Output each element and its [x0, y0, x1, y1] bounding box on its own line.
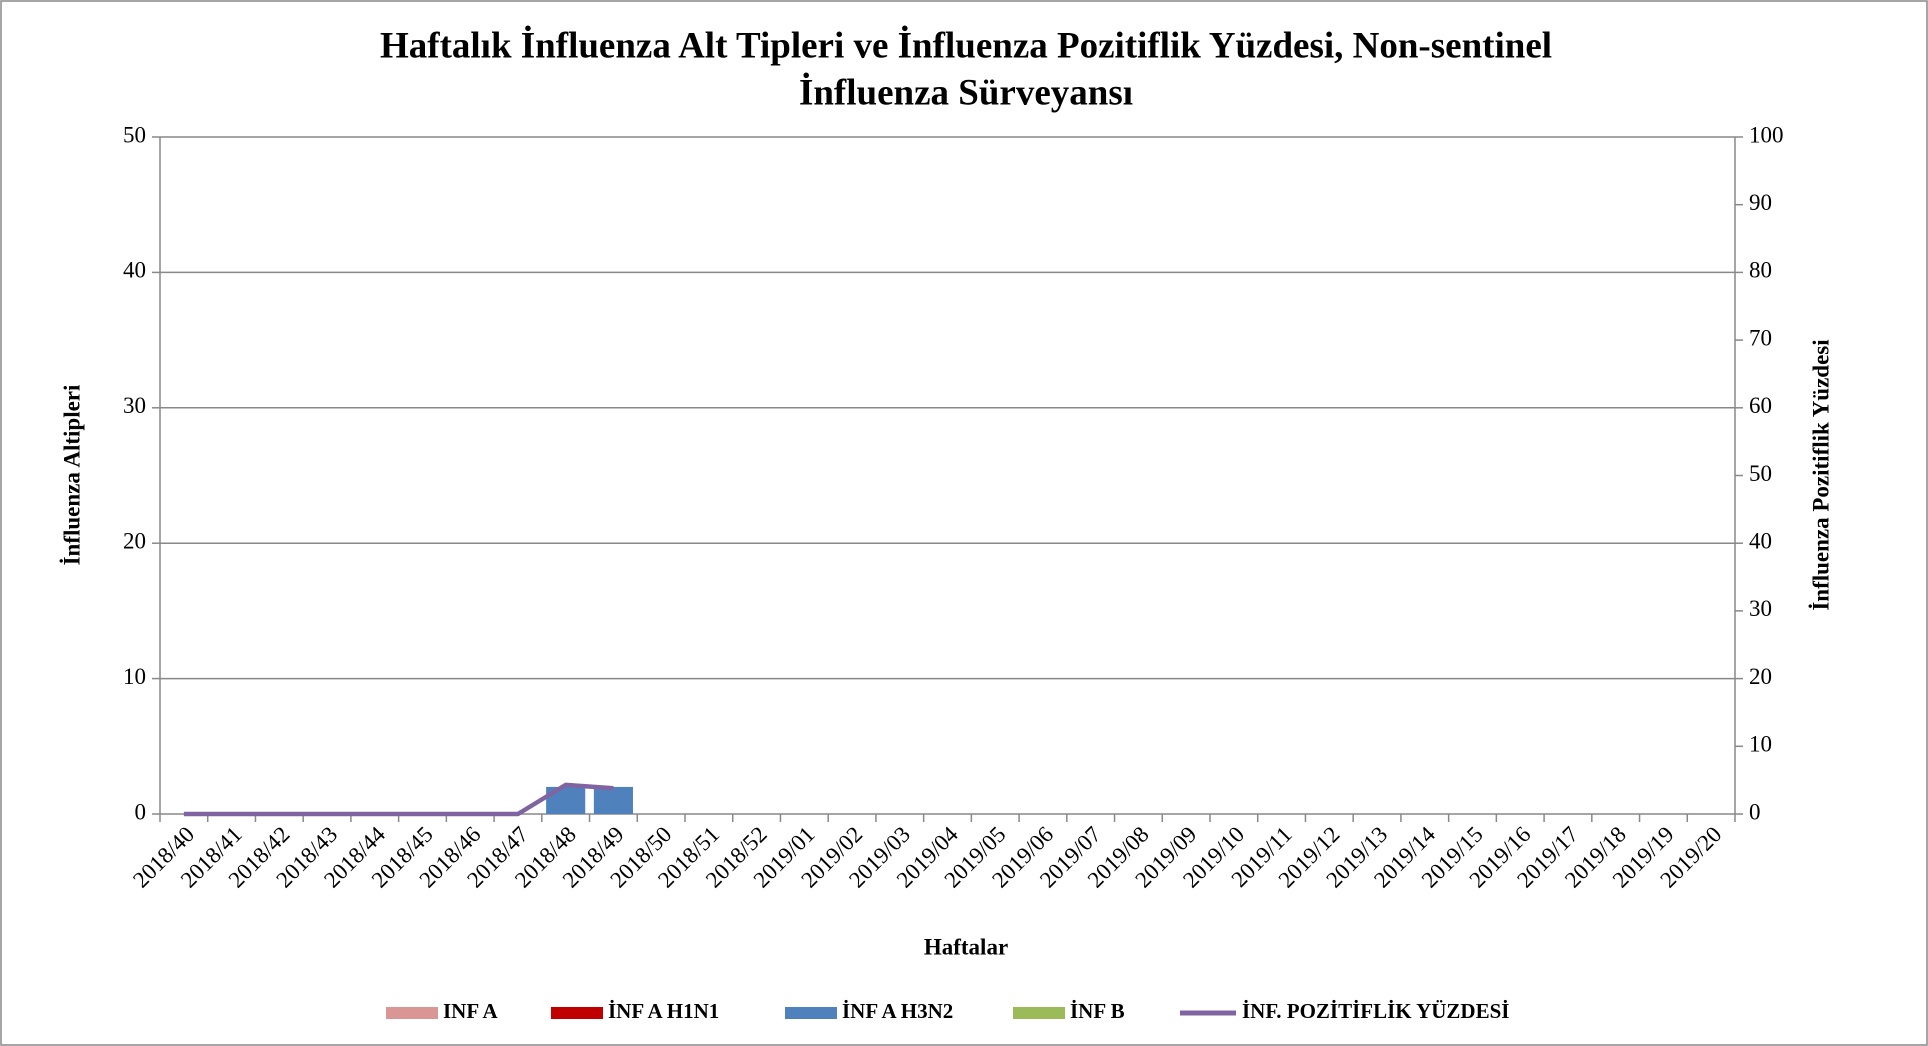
y2-tick-label: 60 [1749, 393, 1772, 418]
x-axis-title: Haftalar [924, 934, 1008, 959]
legend-label: İNF A H1N1 [608, 999, 719, 1023]
legend-label: INF A [443, 999, 498, 1023]
y2-axis-title: İnfluenza Pozitiflik Yüzdesi [1808, 339, 1833, 611]
y-tick-label: 40 [123, 258, 146, 283]
legend-swatch [551, 1007, 603, 1019]
y2-tick-label: 50 [1749, 461, 1772, 486]
legend-swatch [1013, 1007, 1065, 1019]
y2-tick-label: 90 [1749, 190, 1772, 215]
y2-tick-label: 80 [1749, 258, 1772, 283]
chart-title: İnfluenza Sürveyansı [799, 71, 1133, 113]
y2-tick-label: 20 [1749, 664, 1772, 689]
y-axis-title: İnfluenza Altipleri [59, 384, 84, 565]
legend-swatch [386, 1007, 438, 1019]
y-tick-label: 20 [123, 528, 146, 553]
legend-label: İNF. POZİTİFLİK YÜZDESİ [1242, 999, 1509, 1023]
y2-tick-label: 40 [1749, 528, 1772, 553]
legend-label: İNF B [1070, 999, 1125, 1023]
bar [593, 786, 633, 814]
y2-tick-label: 0 [1749, 799, 1761, 824]
y-tick-label: 30 [123, 393, 146, 418]
y-tick-label: 10 [123, 664, 146, 689]
y-tick-label: 0 [135, 799, 147, 824]
line-series [183, 782, 614, 817]
y-tick-label: 50 [123, 122, 146, 147]
y2-tick-label: 30 [1749, 596, 1772, 621]
y2-tick-label: 100 [1749, 122, 1784, 147]
legend-swatch [785, 1007, 837, 1019]
y2-tick-label: 70 [1749, 325, 1772, 350]
legend-label: İNF A H3N2 [842, 999, 953, 1023]
chart-title: Haftalık İnfluenza Alt Tipleri ve İnflue… [380, 24, 1552, 66]
y2-tick-label: 10 [1749, 732, 1772, 757]
